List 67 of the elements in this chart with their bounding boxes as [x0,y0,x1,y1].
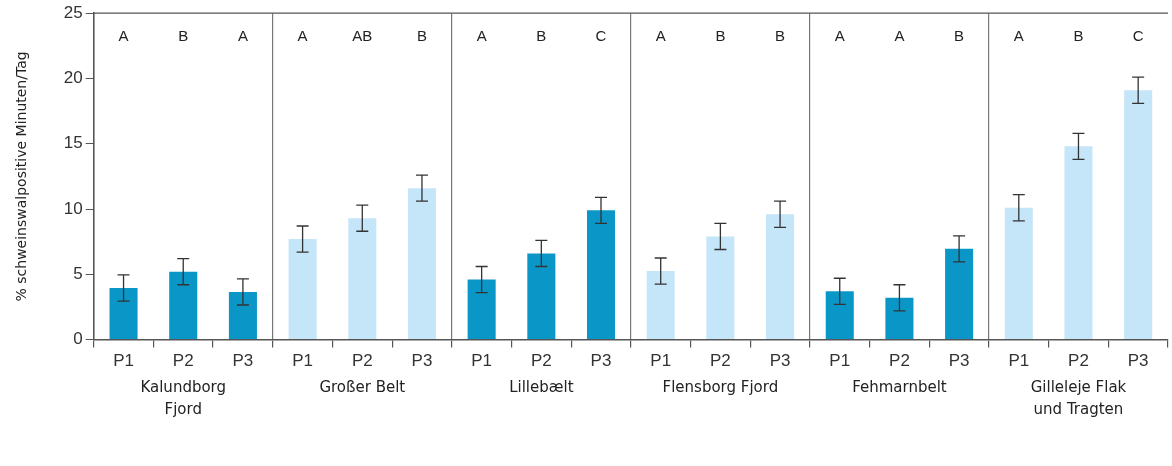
text: Lillebælt [509,377,574,396]
bar [407,188,436,340]
text: Gilleleje Flak und Tragten [1030,377,1127,418]
x-tick-label: P1 [829,351,851,371]
bar [109,288,138,340]
bar [527,253,556,340]
annotation: B [178,27,189,45]
bar [825,291,854,340]
y-tick-label: 25 [63,2,83,22]
annotation: AB [352,27,373,45]
annotation: A [118,27,129,45]
x-tick-label: P3 [769,351,791,371]
x-tick-label: P1 [650,351,672,371]
x-tick-label: P3 [232,351,254,371]
bar [467,279,496,340]
text: Großer Belt [319,377,406,396]
x-tick-label: P3 [1127,351,1149,371]
bar [1124,90,1153,340]
annotation: A [237,27,248,45]
x-tick-label: P1 [113,351,134,371]
annotation: A [476,27,487,45]
annotation: A [834,27,845,45]
x-tick-label: P3 [411,351,433,371]
y-tick-label: 5 [73,264,83,284]
y-tick-label: 15 [63,133,83,153]
annotation: B [536,27,547,45]
text: Flensborg Fjord [662,377,779,396]
text: Kalundborg Fjord [140,377,227,418]
x-tick-label: P2 [530,351,552,371]
x-tick-label: P3 [948,351,970,371]
x-tick-label: P2 [709,351,731,371]
bar [885,297,914,340]
bar [945,248,974,340]
annotation: B [715,27,726,45]
x-tick-label: P1 [1008,351,1030,371]
bar [169,271,198,340]
x-tick-label: P1 [292,351,313,371]
y-axis-title: % schweinswalpositive Minuten/Tag [13,51,30,302]
bar [1064,146,1093,340]
x-tick-label: P2 [889,351,910,371]
x-tick-label: P2 [1068,351,1089,371]
bar [766,214,795,340]
y-tick-label: 20 [63,68,83,88]
annotation: A [894,27,905,45]
annotation: A [297,27,308,45]
bar [706,236,735,340]
annotation: B [954,27,965,45]
bar [1004,207,1033,340]
annotation: C [1132,27,1144,45]
annotation: A [655,27,666,45]
annotation: A [1013,27,1024,45]
bar [586,210,616,340]
annotation: B [1073,27,1084,45]
y-tick-label: 0 [73,329,83,349]
y-tick-label: 10 [63,198,83,218]
x-tick-label: P1 [471,351,493,371]
x-tick-label: P3 [590,351,612,371]
bar [228,291,257,340]
annotation: B [416,27,427,45]
bar [288,239,317,340]
annotation: B [775,27,786,45]
bar [646,271,675,340]
bar [348,218,377,340]
annotation: C [595,27,607,45]
x-tick-label: P2 [172,351,194,371]
x-tick-label: P2 [351,351,373,371]
text: Fehmarnbelt [852,377,947,396]
